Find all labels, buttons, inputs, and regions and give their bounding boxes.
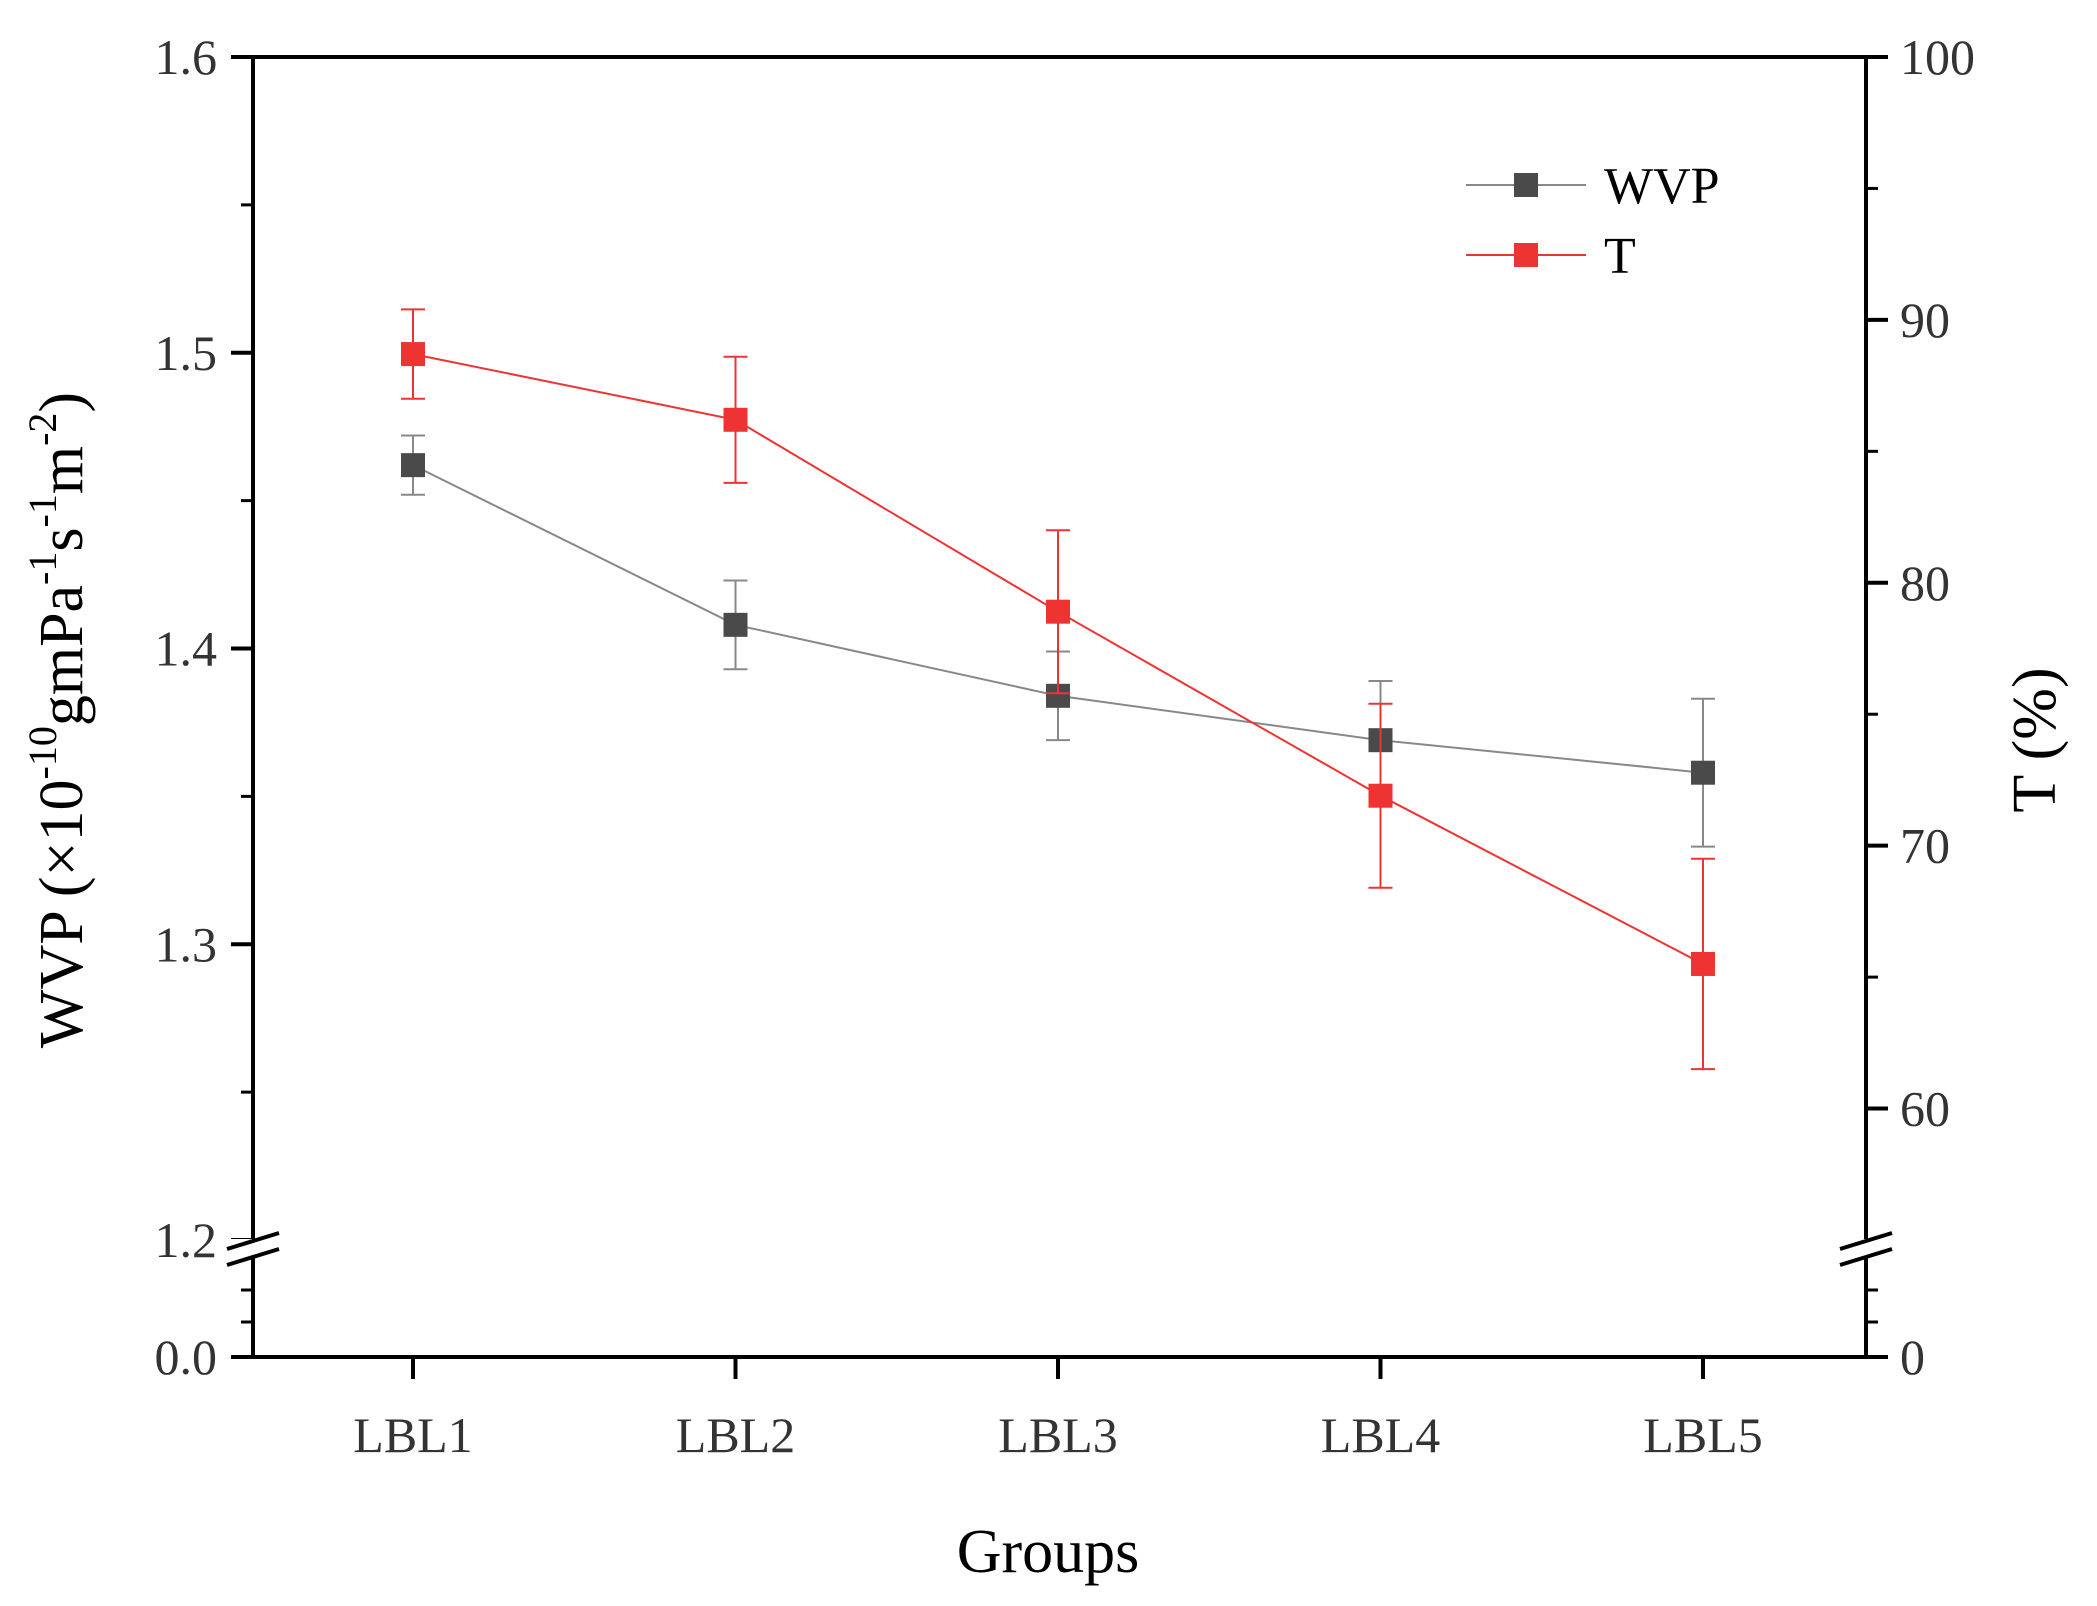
axis-break-mark: [1839, 1231, 1893, 1251]
axis-break-mark: [1839, 1247, 1893, 1267]
data-point-t: [1368, 783, 1393, 808]
axes: 1.2 1.3 1.4 1.5 1.6 0.0 60 70 80 90 100 0 LBL1 LBL2 LB…: [155, 29, 1976, 1463]
right-tick-label: 80: [1900, 555, 1950, 611]
left-axis-title: WVP (×10-10gmPa-1s-1m-2): [20, 392, 96, 1048]
x-tick-label: LBL2: [676, 1407, 795, 1463]
data-point-wvp: [1691, 760, 1715, 785]
x-axis-title: Groups: [957, 1518, 1140, 1586]
data-point-t: [401, 342, 425, 367]
left-tick-label: 1.6: [155, 29, 218, 85]
right-tick-label: 0: [1900, 1329, 1925, 1385]
legend: WVP T: [1466, 158, 1720, 285]
right-tick-label: 70: [1900, 818, 1950, 874]
legend-label-wvp: WVP: [1604, 158, 1720, 215]
x-tick-label: LBL4: [1321, 1407, 1440, 1463]
axis-break-mark: [226, 1247, 280, 1267]
right-axis-title: T (%): [2001, 667, 2069, 812]
data-point-t: [1046, 599, 1070, 624]
right-tick-label: 100: [1900, 29, 1975, 85]
axis-break-mark: [226, 1231, 280, 1251]
left-axis-title-mid1: gmPa: [28, 585, 96, 726]
x-tick-label: LBL3: [998, 1407, 1117, 1463]
left-axis-title-mid2: s: [28, 527, 96, 551]
legend-label-t: T: [1604, 228, 1636, 285]
legend-marker-t: [1514, 243, 1538, 267]
data-point-t: [723, 407, 748, 432]
data-point-wvp: [401, 453, 425, 478]
axis-titles: Groups T (%) WVP (×10-10gmPa-1s-1m-2): [20, 392, 2069, 1586]
left-axis-title-end: ): [28, 392, 96, 413]
left-tick-label: 1.5: [155, 325, 218, 381]
left-axis-title-sup1: -10: [20, 726, 65, 779]
x-tick-label: LBL1: [353, 1407, 472, 1463]
left-tick-label: 0.0: [155, 1329, 218, 1385]
left-axis-title-sup4: -2: [20, 413, 65, 446]
legend-marker-wvp: [1514, 173, 1538, 197]
left-axis-title-base: WVP (×10: [28, 779, 96, 1048]
left-axis-title-sup3: -1: [20, 494, 65, 527]
x-tick-label: LBL5: [1643, 1407, 1762, 1463]
data-point-wvp: [723, 612, 748, 637]
left-tick-label: 1.3: [155, 916, 218, 972]
left-axis-title-mid3: m: [28, 446, 96, 494]
right-tick-label: 90: [1900, 292, 1950, 348]
right-tick-label: 60: [1900, 1081, 1950, 1137]
series: [401, 308, 1715, 1071]
left-axis-title-sup2: -1: [20, 552, 65, 585]
data-point-t: [1691, 951, 1715, 976]
left-tick-label: 1.2: [155, 1212, 218, 1268]
left-tick-label: 1.4: [155, 621, 218, 677]
